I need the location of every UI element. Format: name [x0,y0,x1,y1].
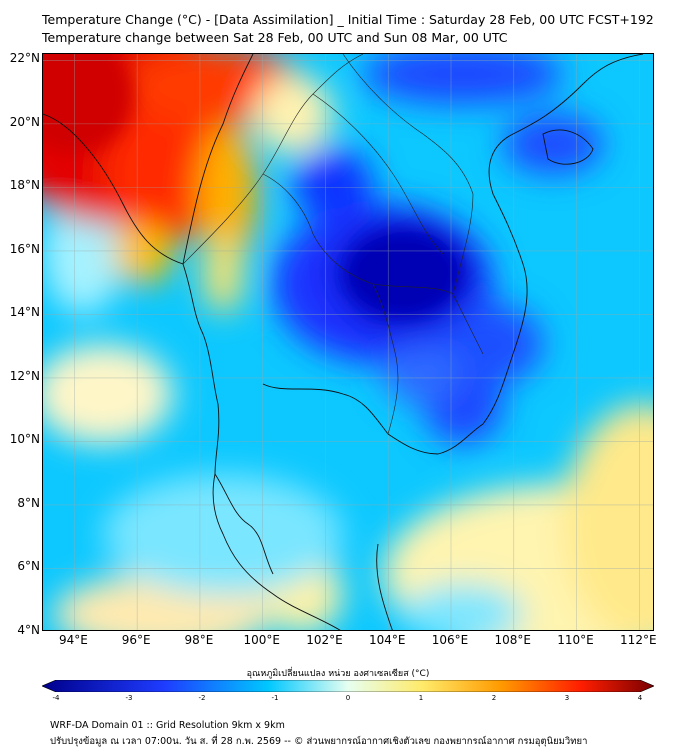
lat-label: 6°N [17,559,40,574]
lon-label: 98°E [184,633,214,647]
country-borders [182,54,484,435]
lon-label: 112°E [620,633,657,647]
colorbar-tick: 3 [564,694,570,702]
lat-label: 4°N [17,623,40,637]
lat-label: 8°N [17,495,40,510]
colorbar-tick: -2 [198,694,206,702]
chart-subtitle: Temperature change between Sat 28 Feb, 0… [42,30,508,45]
footer-credit: ปรับปรุงข้อมูล ณ เวลา 07:00น. วัน ส. ที่… [50,736,588,747]
lat-label: 12°N [9,368,40,383]
colorbar-tick: 4 [637,694,643,702]
coastlines [43,54,644,630]
chart-title: Temperature Change (°C) - [Data Assimila… [42,12,654,27]
colorbar-tick: -1 [271,694,279,702]
footer-resolution: WRF-DA Domain 01 :: Grid Resolution 9km … [50,720,285,731]
colorbar-tick: -4 [52,694,60,702]
colorbar-tick: 2 [491,694,497,702]
map-canvas [43,54,653,630]
lon-label: 102°E [306,633,343,647]
lon-label: 96°E [121,633,151,647]
lat-label: 22°N [9,51,40,66]
colorbar-tick: -3 [125,694,133,702]
lat-label: 18°N [9,178,40,193]
lat-label: 14°N [9,305,40,320]
colorbar-tick: 0 [345,694,351,702]
colorbar-tick: 1 [418,694,424,702]
gridlines [43,54,653,630]
lon-label: 108°E [494,633,532,647]
temperature-change-map [42,53,654,631]
lon-label: 94°E [58,633,88,647]
colorbar [42,680,654,692]
lon-label: 104°E [368,633,406,647]
colorbar-gradient [42,680,654,692]
lon-label: 100°E [243,633,280,647]
lon-label: 106°E [431,633,469,647]
colorbar-label: อุณหภูมิเปลี่ยนแปลง หน่วย องศาเซลเซียส (… [246,669,430,679]
lat-label: 16°N [9,241,40,256]
lat-label: 20°N [9,114,40,129]
lat-label: 10°N [9,432,40,447]
lon-label: 110°E [557,633,594,647]
